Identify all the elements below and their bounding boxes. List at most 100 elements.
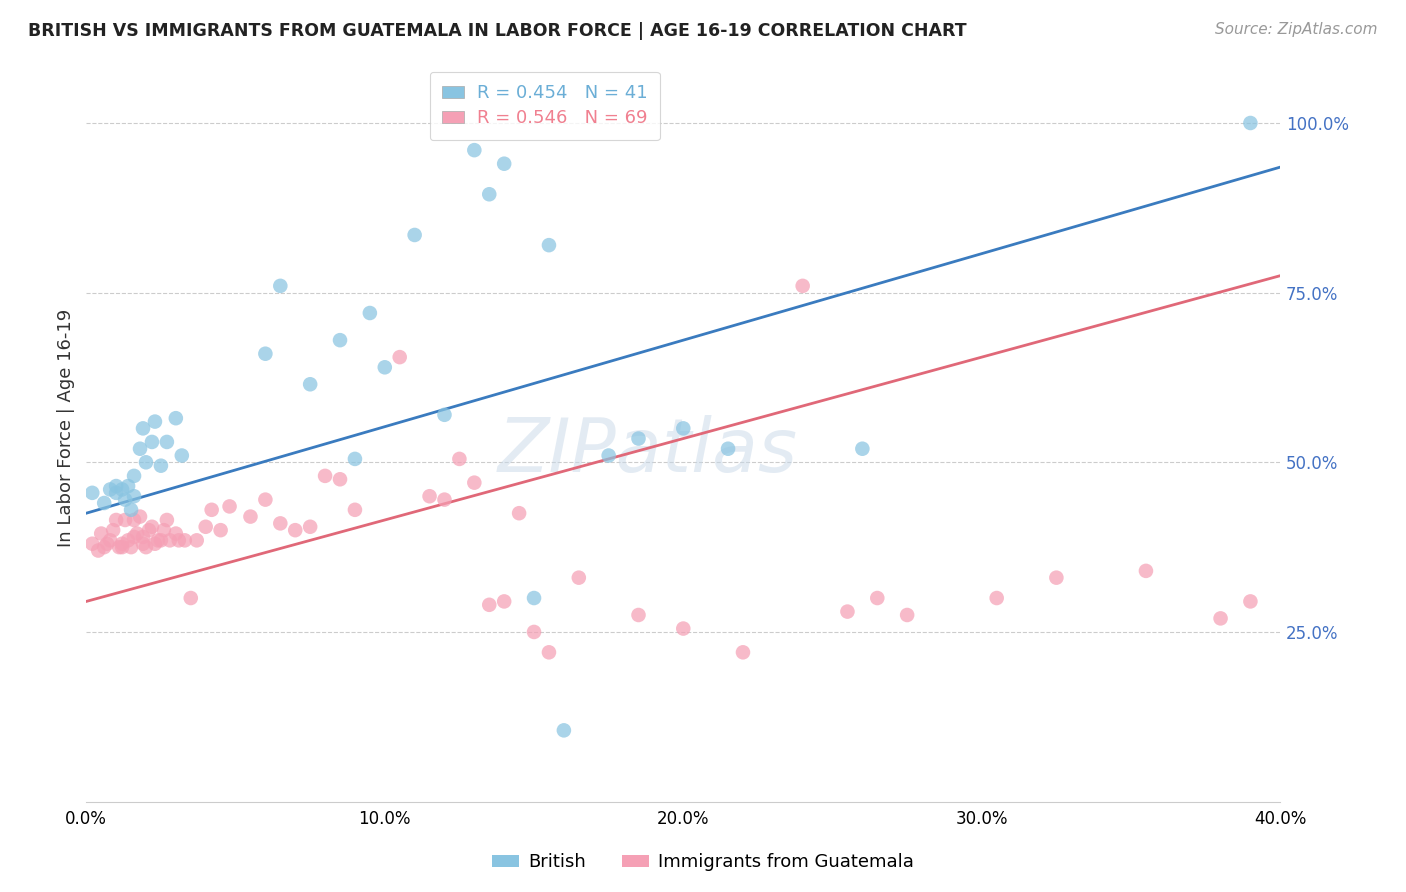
Point bbox=[449, 451, 471, 466]
Point bbox=[143, 415, 166, 429]
Point bbox=[122, 489, 145, 503]
Point bbox=[284, 523, 307, 537]
Point bbox=[269, 516, 291, 531]
Point bbox=[568, 571, 591, 585]
Point bbox=[129, 442, 152, 456]
Point bbox=[731, 645, 754, 659]
Point bbox=[98, 533, 121, 548]
Point bbox=[329, 472, 352, 486]
Point bbox=[122, 530, 145, 544]
Point bbox=[111, 540, 134, 554]
Point bbox=[120, 503, 142, 517]
Point bbox=[523, 591, 546, 605]
Point bbox=[986, 591, 1008, 605]
Point bbox=[717, 442, 740, 456]
Point bbox=[132, 421, 155, 435]
Point bbox=[508, 506, 530, 520]
Point bbox=[135, 540, 157, 554]
Point bbox=[463, 143, 485, 157]
Point bbox=[96, 537, 118, 551]
Point bbox=[896, 607, 918, 622]
Point bbox=[173, 533, 195, 548]
Point bbox=[374, 360, 396, 375]
Point bbox=[672, 622, 695, 636]
Point bbox=[138, 523, 160, 537]
Point bbox=[388, 350, 411, 364]
Point bbox=[433, 492, 456, 507]
Point bbox=[129, 509, 152, 524]
Point bbox=[165, 526, 187, 541]
Point bbox=[419, 489, 441, 503]
Point bbox=[82, 537, 104, 551]
Point bbox=[90, 526, 112, 541]
Point bbox=[627, 607, 650, 622]
Point bbox=[111, 483, 134, 497]
Point bbox=[122, 468, 145, 483]
Point bbox=[792, 278, 814, 293]
Point bbox=[186, 533, 208, 548]
Point bbox=[105, 513, 128, 527]
Legend: British, Immigrants from Guatemala: British, Immigrants from Guatemala bbox=[485, 847, 921, 879]
Point bbox=[114, 492, 136, 507]
Point bbox=[851, 442, 873, 456]
Point bbox=[672, 421, 695, 435]
Point bbox=[156, 434, 179, 449]
Point bbox=[125, 526, 148, 541]
Point bbox=[329, 333, 352, 347]
Point bbox=[218, 500, 240, 514]
Legend: R = 0.454   N = 41, R = 0.546   N = 69: R = 0.454 N = 41, R = 0.546 N = 69 bbox=[430, 71, 659, 140]
Point bbox=[537, 645, 560, 659]
Point bbox=[132, 537, 155, 551]
Point bbox=[299, 377, 322, 392]
Point bbox=[494, 157, 516, 171]
Point bbox=[1135, 564, 1157, 578]
Point bbox=[523, 624, 546, 639]
Point bbox=[239, 509, 262, 524]
Point bbox=[146, 533, 169, 548]
Text: ZIPatlas: ZIPatlas bbox=[498, 415, 797, 487]
Point bbox=[156, 513, 179, 527]
Point bbox=[598, 449, 620, 463]
Point bbox=[433, 408, 456, 422]
Point bbox=[117, 533, 139, 548]
Point bbox=[254, 347, 277, 361]
Point bbox=[87, 543, 110, 558]
Point bbox=[463, 475, 485, 490]
Point bbox=[343, 451, 366, 466]
Point bbox=[254, 492, 277, 507]
Point bbox=[209, 523, 232, 537]
Point bbox=[93, 540, 115, 554]
Point bbox=[553, 723, 575, 738]
Point bbox=[105, 479, 128, 493]
Point bbox=[299, 520, 322, 534]
Point bbox=[132, 530, 155, 544]
Point bbox=[194, 520, 217, 534]
Text: BRITISH VS IMMIGRANTS FROM GUATEMALA IN LABOR FORCE | AGE 16-19 CORRELATION CHAR: BRITISH VS IMMIGRANTS FROM GUATEMALA IN … bbox=[28, 22, 967, 40]
Point bbox=[1239, 116, 1261, 130]
Point bbox=[149, 458, 172, 473]
Point bbox=[98, 483, 121, 497]
Point bbox=[153, 523, 176, 537]
Text: Source: ZipAtlas.com: Source: ZipAtlas.com bbox=[1215, 22, 1378, 37]
Point bbox=[170, 449, 193, 463]
Point bbox=[120, 540, 142, 554]
Point bbox=[201, 503, 224, 517]
Point bbox=[159, 533, 181, 548]
Point bbox=[93, 496, 115, 510]
Point bbox=[149, 533, 172, 548]
Point bbox=[314, 468, 336, 483]
Point bbox=[122, 513, 145, 527]
Point bbox=[135, 455, 157, 469]
Point bbox=[478, 187, 501, 202]
Point bbox=[478, 598, 501, 612]
Point bbox=[117, 479, 139, 493]
Point bbox=[404, 227, 426, 242]
Point bbox=[1045, 571, 1067, 585]
Point bbox=[494, 594, 516, 608]
Y-axis label: In Labor Force | Age 16-19: In Labor Force | Age 16-19 bbox=[58, 310, 75, 548]
Point bbox=[866, 591, 889, 605]
Point bbox=[165, 411, 187, 425]
Point bbox=[105, 486, 128, 500]
Point bbox=[343, 503, 366, 517]
Point bbox=[114, 513, 136, 527]
